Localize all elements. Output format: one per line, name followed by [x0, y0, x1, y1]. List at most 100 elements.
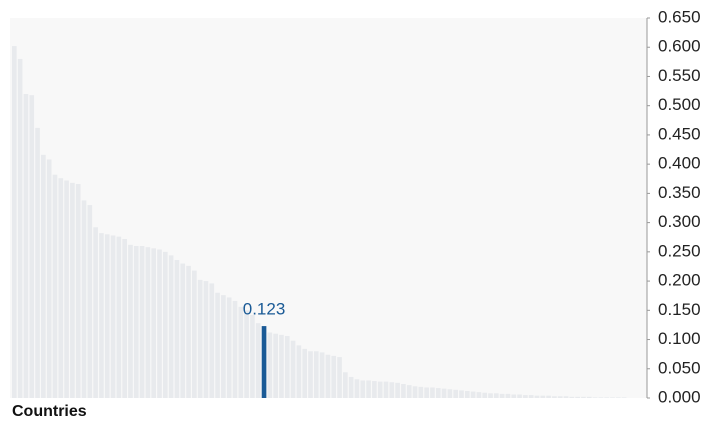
- bar: [453, 389, 459, 398]
- bar: [389, 382, 395, 398]
- bar: [81, 200, 87, 398]
- bar: [35, 127, 40, 399]
- bar: [23, 94, 29, 398]
- bar: [302, 348, 308, 398]
- bar: [511, 394, 517, 398]
- bar: [197, 279, 203, 398]
- bar: [267, 332, 273, 398]
- bar: [557, 396, 563, 398]
- y-tick-label: 0.500: [658, 95, 701, 114]
- y-tick-label: 0.550: [658, 66, 701, 85]
- bar: [255, 323, 261, 398]
- bar: [250, 314, 255, 398]
- bar: [308, 351, 313, 398]
- x-axis-label: Countries: [12, 403, 87, 420]
- bar: [430, 387, 435, 398]
- y-tick-label: 0.150: [658, 300, 701, 319]
- bar: [366, 380, 371, 398]
- bar: [406, 385, 412, 398]
- bar: [482, 392, 488, 398]
- bar: [139, 246, 145, 398]
- bar: [157, 249, 162, 398]
- bar: [615, 397, 621, 398]
- bar: [435, 388, 441, 398]
- bar: [180, 263, 186, 398]
- y-tick-label: 0.050: [658, 358, 701, 377]
- bar: [296, 345, 302, 398]
- bar: [133, 246, 139, 398]
- bar: [116, 236, 122, 398]
- bar: [395, 382, 400, 398]
- bar: [459, 390, 464, 398]
- bar: [505, 393, 511, 398]
- bar: [441, 388, 447, 398]
- bar: [610, 397, 615, 398]
- bar: [203, 281, 209, 398]
- bar: [575, 396, 580, 398]
- bar: [604, 397, 609, 398]
- bar: [383, 381, 389, 398]
- bar: [58, 178, 64, 398]
- y-tick-label: 0.250: [658, 241, 701, 260]
- bar: [581, 396, 586, 398]
- bar: [331, 355, 337, 398]
- bar: [290, 340, 296, 398]
- bar: [586, 396, 592, 398]
- bar: [261, 326, 267, 398]
- value-label: 0.123: [243, 300, 286, 319]
- y-tick-label: 0.400: [658, 154, 701, 173]
- bar: [313, 351, 319, 398]
- bar: [528, 395, 534, 398]
- bar: [64, 180, 69, 398]
- bar: [401, 383, 406, 398]
- bar: [192, 270, 197, 398]
- bar: [221, 295, 226, 398]
- y-tick-label: 0.450: [658, 124, 701, 143]
- bar: [552, 396, 557, 398]
- y-tick-label: 0.100: [658, 329, 701, 348]
- bar: [122, 238, 127, 398]
- bar: [424, 387, 429, 398]
- bar: [209, 283, 215, 398]
- bar: [87, 205, 93, 398]
- bar: [151, 248, 157, 398]
- bar: [41, 154, 46, 398]
- bar: [488, 393, 493, 398]
- bar: [360, 380, 366, 398]
- bar: [145, 247, 151, 398]
- bar: [348, 376, 354, 398]
- bar: [244, 310, 249, 398]
- y-tick-label: 0.000: [658, 387, 701, 406]
- bar: [563, 396, 569, 398]
- bar: [215, 292, 220, 398]
- bar: [104, 234, 110, 398]
- bar: [343, 372, 348, 398]
- bar: [418, 386, 424, 398]
- bar: [412, 386, 418, 398]
- bar: [162, 251, 168, 398]
- bar: [592, 397, 598, 398]
- bar: [284, 336, 290, 398]
- y-tick-label: 0.350: [658, 183, 701, 202]
- bar: [226, 297, 232, 398]
- bar: [598, 397, 604, 398]
- bar: [238, 306, 244, 398]
- bar: [494, 393, 499, 398]
- bar: [523, 395, 528, 398]
- bar: [70, 182, 75, 398]
- bar: [232, 300, 238, 398]
- bar: [93, 227, 98, 398]
- bar: [128, 244, 133, 398]
- y-tick-label: 0.300: [658, 212, 701, 231]
- y-tick-label: 0.600: [658, 37, 701, 56]
- bar: [377, 381, 383, 398]
- bar: [46, 159, 52, 398]
- bar: [337, 357, 342, 398]
- y-tick-label: 0.650: [658, 7, 701, 26]
- bar: [186, 265, 191, 398]
- bar: [52, 174, 58, 398]
- bar: [279, 334, 284, 398]
- bar: [174, 260, 180, 398]
- bar: [29, 95, 35, 399]
